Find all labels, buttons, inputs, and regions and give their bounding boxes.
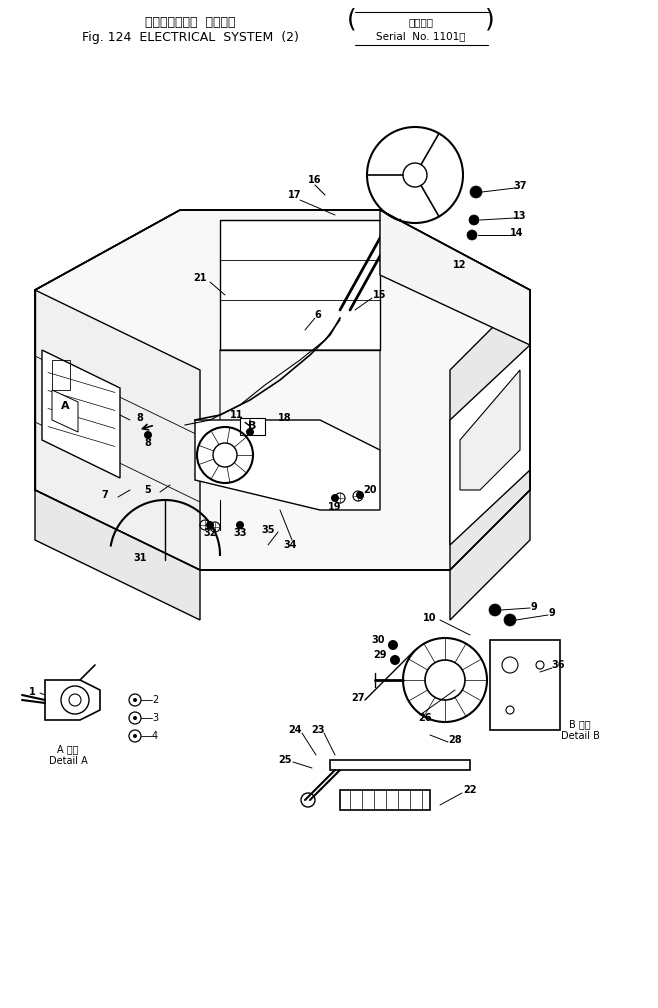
Text: 1: 1	[29, 687, 36, 697]
Text: 30: 30	[371, 635, 385, 645]
Text: 31: 31	[134, 553, 147, 563]
Text: 11: 11	[230, 410, 243, 420]
Text: B: B	[248, 421, 256, 431]
Polygon shape	[460, 370, 520, 490]
Text: 7: 7	[101, 490, 109, 500]
Text: 20: 20	[363, 485, 377, 495]
Polygon shape	[340, 790, 430, 810]
Text: 3: 3	[152, 713, 158, 723]
Circle shape	[469, 215, 479, 225]
Text: A: A	[61, 401, 69, 411]
Text: エレクトリカル  システム: エレクトリカル システム	[145, 15, 236, 28]
Text: 23: 23	[311, 725, 325, 735]
Text: 6: 6	[315, 310, 321, 320]
Polygon shape	[42, 350, 120, 478]
Text: 24: 24	[288, 725, 302, 735]
Text: 36: 36	[551, 660, 565, 670]
Text: 28: 28	[448, 735, 462, 745]
Circle shape	[133, 734, 137, 738]
Polygon shape	[240, 418, 265, 435]
Text: 15: 15	[373, 290, 387, 300]
Text: 10: 10	[423, 613, 437, 623]
Polygon shape	[35, 490, 200, 620]
Bar	[52, 360, 70, 390]
Text: 9: 9	[530, 602, 538, 612]
Polygon shape	[35, 290, 200, 570]
Polygon shape	[35, 210, 530, 570]
Circle shape	[470, 186, 482, 198]
Text: 27: 27	[351, 694, 365, 703]
Text: 35: 35	[261, 525, 275, 535]
Text: ): )	[485, 8, 495, 32]
Text: 26: 26	[418, 713, 432, 723]
Text: 32: 32	[203, 528, 216, 538]
Polygon shape	[450, 490, 530, 620]
Polygon shape	[450, 290, 530, 570]
Circle shape	[144, 431, 152, 439]
Text: 8: 8	[145, 438, 151, 448]
Circle shape	[133, 716, 137, 720]
Circle shape	[504, 614, 516, 626]
Text: 5: 5	[145, 485, 151, 495]
Circle shape	[489, 604, 501, 616]
Text: 9: 9	[549, 608, 555, 618]
Circle shape	[390, 655, 400, 665]
Circle shape	[331, 494, 339, 502]
Circle shape	[206, 521, 214, 529]
Text: 2: 2	[152, 695, 158, 705]
Polygon shape	[220, 220, 380, 350]
Text: Serial  No. 1101～: Serial No. 1101～	[376, 31, 466, 41]
Text: 18: 18	[278, 413, 291, 423]
Polygon shape	[490, 640, 560, 730]
Text: 37: 37	[513, 181, 527, 191]
Polygon shape	[330, 760, 470, 770]
Text: 14: 14	[510, 228, 524, 238]
Text: B 詳細
Detail B: B 詳細 Detail B	[561, 719, 599, 741]
Circle shape	[246, 428, 254, 436]
Text: 適用号機: 適用号機	[409, 17, 434, 27]
Circle shape	[133, 698, 137, 702]
Circle shape	[467, 230, 477, 240]
Text: 33: 33	[233, 528, 247, 538]
Text: A 詳細
Detail A: A 詳細 Detail A	[49, 744, 88, 766]
Polygon shape	[195, 420, 380, 510]
Text: Fig. 124  ELECTRICAL  SYSTEM  (2): Fig. 124 ELECTRICAL SYSTEM (2)	[82, 30, 299, 43]
Text: 16: 16	[308, 175, 322, 185]
Text: 4: 4	[152, 731, 158, 741]
Text: 19: 19	[328, 502, 342, 512]
Text: 34: 34	[283, 540, 297, 550]
Text: 17: 17	[288, 190, 302, 200]
Circle shape	[388, 640, 398, 650]
Text: 12: 12	[453, 260, 467, 270]
Text: 8: 8	[137, 413, 143, 423]
Polygon shape	[380, 210, 530, 345]
Text: 29: 29	[373, 650, 387, 660]
Text: 13: 13	[513, 211, 527, 221]
Circle shape	[236, 521, 244, 529]
Polygon shape	[450, 345, 530, 545]
Text: 25: 25	[278, 755, 291, 765]
Text: (: (	[347, 8, 357, 32]
Text: 21: 21	[193, 273, 207, 283]
Polygon shape	[45, 680, 100, 720]
Text: 22: 22	[463, 785, 477, 795]
Polygon shape	[52, 390, 78, 432]
Circle shape	[356, 491, 364, 499]
